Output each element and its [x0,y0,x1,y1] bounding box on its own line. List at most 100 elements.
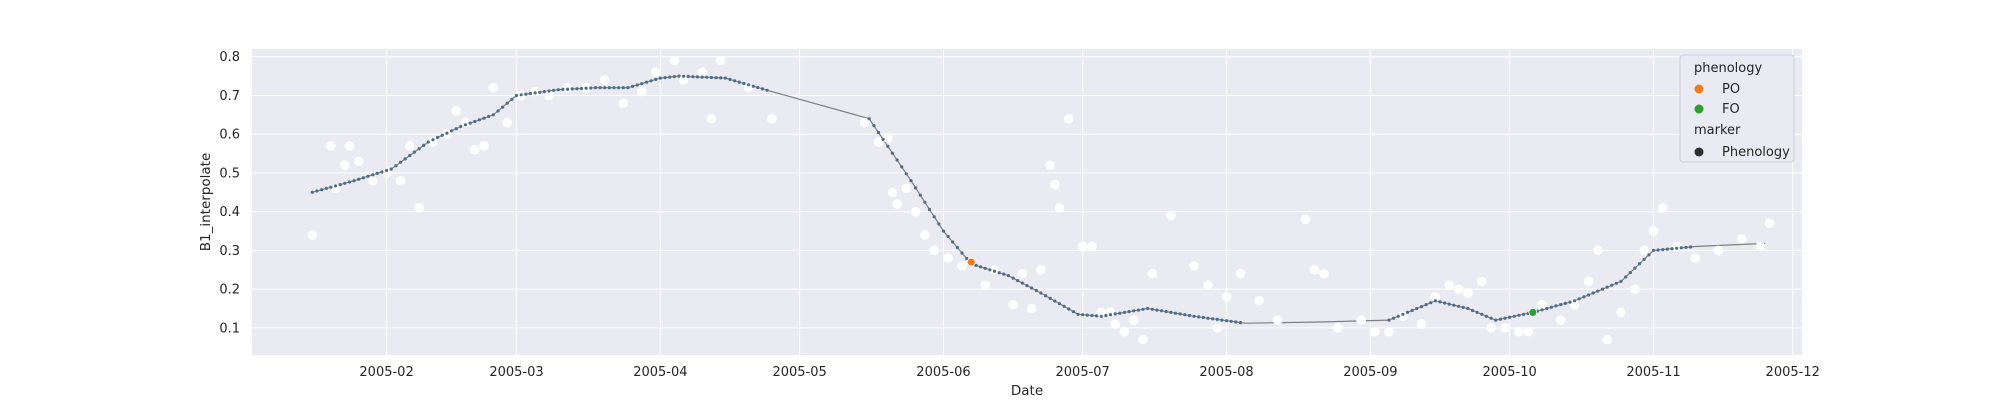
interpolated-marker [593,86,598,90]
observed-point [706,113,717,124]
observed-point [1657,203,1668,213]
interpolated-marker [1610,283,1614,287]
observed-point [650,67,661,78]
interpolated-marker [524,92,528,96]
observed-point [1221,292,1232,302]
interpolated-marker [881,137,885,141]
observed-point [1300,214,1311,225]
x-tick-label: 2005-06 [916,365,970,380]
observed-point [1523,326,1533,337]
interpolated-marker [1401,312,1405,316]
interpolated-marker [1104,313,1108,318]
interpolated-marker [992,269,997,273]
interpolated-marker [1206,316,1210,320]
interpolated-marker [733,79,737,83]
observed-point [395,175,406,186]
interpolated-marker [389,167,393,171]
observed-point [1569,299,1580,310]
y-tick-label: 0.8 [219,50,240,65]
interpolated-marker [1201,315,1205,320]
observed-point [451,106,461,116]
interpolated-marker [579,86,584,91]
observed-point [892,199,902,209]
interpolated-marker [1494,318,1498,322]
interpolated-marker [1099,314,1103,318]
interpolated-marker [385,168,389,173]
interpolated-marker [459,124,463,129]
interpolated-marker [552,88,556,92]
interpolated-marker [375,171,379,175]
x-tick-label: 2005-07 [1056,365,1110,380]
interpolated-marker [1568,300,1572,304]
x-tick-label: 2005-03 [489,365,543,380]
interpolated-marker [1044,294,1048,298]
observed-point [678,75,689,85]
interpolated-marker [598,86,602,90]
observed-point [943,253,953,263]
observed-point [326,141,336,151]
interpolated-marker [1229,319,1233,323]
phenology-point-fo [1528,307,1538,317]
interpolated-marker [621,86,625,90]
interpolated-marker [1461,305,1465,309]
interpolated-marker [1484,314,1488,318]
interpolated-marker [747,83,751,87]
interpolated-marker [394,164,398,168]
interpolated-marker [454,127,458,131]
interpolated-marker [672,75,676,79]
interpolated-marker [1030,286,1034,290]
interpolated-marker [1081,313,1085,317]
interpolated-marker [1387,318,1391,322]
interpolated-marker [751,84,755,88]
observed-point [1212,323,1223,333]
observed-point [1235,268,1246,279]
interpolated-marker [514,93,519,98]
interpolated-marker [765,88,769,92]
observed-point [1050,179,1060,190]
interpolated-marker [923,200,927,204]
interpolated-marker [343,181,347,185]
observed-point [920,230,930,240]
interpolated-marker [371,173,375,177]
observed-point [743,82,754,93]
interpolated-marker [1211,317,1215,321]
observed-point [618,98,629,109]
interpolated-marker [519,93,523,97]
interpolated-marker [1057,302,1062,306]
grid [252,49,1802,355]
observed-point [1254,295,1264,306]
observed-point [1319,268,1329,279]
interpolated-marker [1238,321,1243,325]
interpolated-marker [1508,315,1512,319]
y-tick-label: 0.7 [219,89,240,104]
observed-point [715,55,726,66]
interpolated-marker [338,183,342,187]
interpolated-marker [1132,309,1136,313]
interpolated-marker [436,135,440,140]
interpolated-marker [1410,308,1414,313]
observed-point [1054,203,1065,213]
interpolated-marker [1025,284,1029,288]
interpolated-marker [1090,313,1094,318]
observed-point [344,141,355,151]
observed-point [1370,326,1380,337]
observed-point [1416,319,1427,329]
observed-point [1147,268,1158,279]
observed-point [1583,276,1594,287]
observed-point [1384,326,1394,337]
interpolated-marker [1443,301,1447,305]
interpolated-marker [422,143,426,147]
legend-po-marker [1694,84,1704,94]
interpolated-marker [547,89,551,93]
interpolated-marker [682,74,686,78]
interpolated-marker [329,185,333,189]
interpolated-marker [1433,299,1437,303]
interpolated-marker [1577,297,1581,301]
observed-point [1036,264,1046,275]
interpolated-marker [946,234,950,239]
interpolated-marker [1554,304,1558,308]
interpolated-marker [487,114,491,119]
interpolated-marker [1053,299,1057,303]
interpolated-marker [1498,317,1502,321]
observed-point [1713,245,1724,256]
